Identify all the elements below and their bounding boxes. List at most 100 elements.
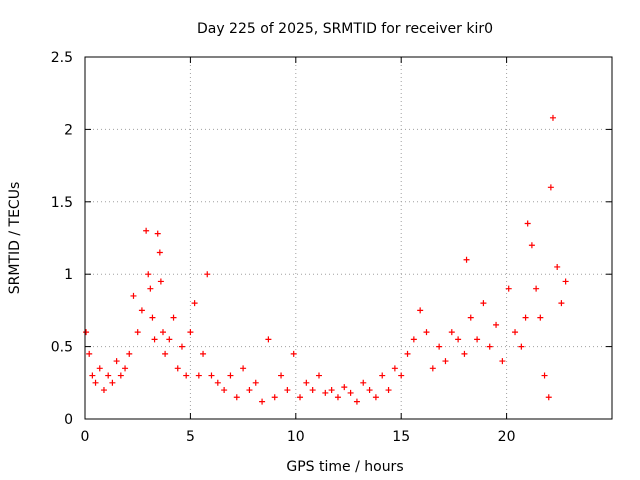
data-point [221, 387, 228, 394]
x-tick-label: 5 [186, 429, 195, 445]
data-point [271, 394, 278, 401]
grid-lines [85, 57, 612, 419]
data-point [486, 343, 493, 350]
x-axis-label: GPS time / hours [286, 459, 403, 475]
data-point [156, 249, 163, 256]
data-point [178, 343, 185, 350]
data-point [166, 336, 173, 343]
y-tick-label: 1.5 [51, 195, 73, 211]
data-point [480, 300, 487, 307]
data-point [385, 387, 392, 394]
data-point [265, 336, 272, 343]
data-point [463, 256, 470, 263]
data-point [157, 278, 164, 285]
data-point [134, 329, 141, 336]
x-tick-label: 20 [498, 429, 516, 445]
plot-frame [84, 56, 613, 420]
chart-title: Day 225 of 2025, SRMTID for receiver kir… [197, 21, 493, 37]
y-tick-label: 2 [64, 122, 73, 138]
data-point [145, 271, 152, 278]
data-point [537, 314, 544, 321]
data-point [113, 358, 120, 365]
x-tick-label: 10 [287, 429, 305, 445]
data-point [309, 387, 316, 394]
data-point [92, 379, 99, 386]
data-point [524, 220, 531, 227]
data-point [541, 372, 548, 379]
data-point [436, 343, 443, 350]
data-point [174, 365, 181, 372]
y-tick-label: 0 [64, 412, 73, 428]
data-point [143, 227, 150, 234]
data-point [200, 350, 207, 357]
data-point [151, 336, 158, 343]
data-point [493, 321, 500, 328]
data-point [303, 379, 310, 386]
data-point [96, 365, 103, 372]
data-point [208, 372, 215, 379]
data-point [117, 372, 124, 379]
data-point [130, 292, 137, 299]
data-point [512, 329, 519, 336]
data-point [246, 387, 253, 394]
data-point [86, 350, 93, 357]
data-point [391, 365, 398, 372]
data-point [149, 314, 156, 321]
data-point [467, 314, 474, 321]
data-point [278, 372, 285, 379]
data-point [89, 372, 96, 379]
data-point [284, 387, 291, 394]
data-point [328, 387, 335, 394]
data-point [322, 389, 329, 396]
data-point [159, 329, 166, 336]
data-point [187, 329, 194, 336]
data-point [429, 365, 436, 372]
data-point [154, 230, 161, 237]
data-point [122, 365, 129, 372]
data-point [183, 372, 190, 379]
data-point [105, 372, 112, 379]
data-point [533, 285, 540, 292]
data-point [505, 285, 512, 292]
data-point [461, 350, 468, 357]
x-tick-label: 0 [81, 429, 90, 445]
data-point [558, 300, 565, 307]
data-point [562, 278, 569, 285]
data-point [547, 184, 554, 191]
tick-labels: 0 5 10 15 20 0 0.5 1 1.5 2 2.5 [51, 50, 516, 445]
data-point [410, 336, 417, 343]
data-point [126, 350, 133, 357]
data-point [360, 379, 367, 386]
data-point [554, 263, 561, 270]
data-point [423, 329, 430, 336]
data-point [100, 387, 107, 394]
data-point [448, 329, 455, 336]
data-point [334, 394, 341, 401]
y-tick-label: 1 [64, 267, 73, 283]
y-tick-label: 2.5 [51, 50, 73, 66]
x-tick-label: 15 [392, 429, 410, 445]
data-point [474, 336, 481, 343]
data-point [315, 372, 322, 379]
data-point [138, 307, 145, 314]
data-point [549, 114, 556, 121]
data-point [252, 379, 259, 386]
y-axis-label: SRMTID / TECUs [7, 182, 23, 295]
axis-ticks [84, 56, 612, 420]
data-point [162, 350, 169, 357]
data-point [347, 389, 354, 396]
y-tick-label: 0.5 [51, 340, 73, 356]
data-point [233, 394, 240, 401]
data-point [499, 358, 506, 365]
data-point [290, 350, 297, 357]
data-point [455, 336, 462, 343]
data-point [227, 372, 234, 379]
data-point [379, 372, 386, 379]
data-point [417, 307, 424, 314]
data-point [259, 398, 266, 405]
data-point [366, 387, 373, 394]
data-point [191, 300, 198, 307]
data-point [372, 394, 379, 401]
data-point [147, 285, 154, 292]
